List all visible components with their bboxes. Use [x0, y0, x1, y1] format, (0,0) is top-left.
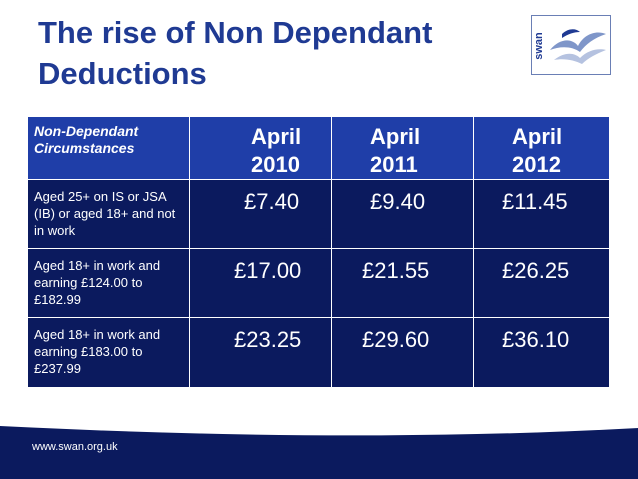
table-row: Aged 25+ on IS or JSA (IB) or aged 18+ a… — [28, 180, 609, 249]
deductions-table: Non-Dependant Circumstances April 2010 A… — [28, 117, 609, 387]
header-label: April 2010 — [251, 124, 302, 177]
header-april-2010: April 2010 — [190, 117, 332, 180]
logo-text: swan — [533, 32, 545, 60]
footer-url-link[interactable]: www.swan.org.uk — [32, 441, 118, 453]
cell-value: £11.45 — [474, 180, 609, 249]
row-label: Aged 25+ on IS or JSA (IB) or aged 18+ a… — [28, 180, 190, 249]
cell-value: £21.55 — [332, 249, 474, 318]
cell-value: £17.00 — [190, 249, 332, 318]
cell-value: £7.40 — [190, 180, 332, 249]
cell-value: £36.10 — [474, 318, 609, 387]
header-label: April 2012 — [512, 124, 563, 177]
header-april-2012: April 2012 — [474, 117, 609, 180]
row-label: Aged 18+ in work and earning £183.00 to … — [28, 318, 190, 387]
cell-value: £9.40 — [332, 180, 474, 249]
header-label: April 2011 — [370, 124, 421, 177]
footer-curve-icon — [0, 418, 638, 436]
swan-logo: swan — [531, 15, 611, 75]
header-april-2011: April 2011 — [332, 117, 474, 180]
seagull-logo-icon: swan — [533, 29, 606, 64]
header-circumstances: Non-Dependant Circumstances — [28, 117, 190, 180]
table-row: Aged 18+ in work and earning £183.00 to … — [28, 318, 609, 387]
table-row: Aged 18+ in work and earning £124.00 to … — [28, 249, 609, 318]
cell-value: £29.60 — [332, 318, 474, 387]
cell-value: £23.25 — [190, 318, 332, 387]
footer-bar — [0, 418, 638, 479]
cell-value: £26.25 — [474, 249, 609, 318]
page-title: The rise of Non Dependant Deductions — [38, 15, 433, 91]
table-header-row: Non-Dependant Circumstances April 2010 A… — [28, 117, 609, 180]
row-label: Aged 18+ in work and earning £124.00 to … — [28, 249, 190, 318]
